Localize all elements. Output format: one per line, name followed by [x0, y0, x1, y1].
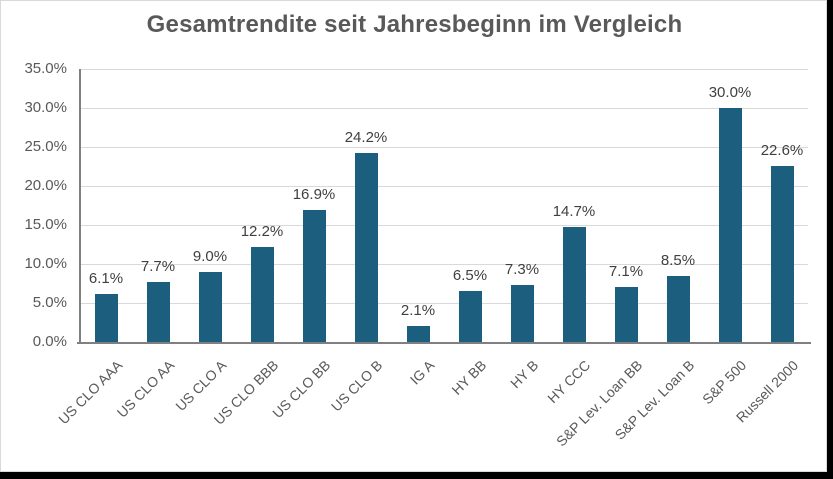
bar [94, 294, 118, 342]
x-axis-line [77, 342, 811, 344]
y-axis-tick-label: 5.0% [32, 294, 67, 311]
bar-value-label: 6.1% [88, 270, 124, 287]
chart-frame: Gesamtrendite seit Jahresbeginn im Vergl… [0, 0, 827, 472]
bar [562, 227, 586, 342]
chart-title: Gesamtrendite seit Jahresbeginn im Vergl… [146, 11, 683, 38]
gridline [80, 264, 808, 265]
bar-value-label: 2.1% [400, 302, 436, 319]
y-axis-tick-label: 10.0% [24, 255, 67, 272]
bar-value-label: 7.3% [504, 261, 540, 278]
bar-value-label: 9.0% [192, 248, 228, 265]
bar [250, 247, 274, 342]
bar [510, 285, 534, 342]
bar-value-label: 6.5% [452, 267, 488, 284]
bar [718, 108, 742, 342]
y-axis-tick-label: 30.0% [24, 99, 67, 116]
bar [198, 272, 222, 342]
bar [770, 166, 794, 342]
y-axis-tick-label: 35.0% [24, 60, 67, 77]
bar-value-label: 7.7% [140, 258, 176, 275]
gridline [80, 225, 808, 226]
y-axis-tick-label: 20.0% [24, 177, 67, 194]
bar-value-label: 8.5% [660, 252, 696, 269]
bar [302, 210, 326, 342]
bar [406, 326, 430, 342]
gridline [80, 108, 808, 109]
bar-value-label: 22.6% [760, 142, 804, 159]
gridline [80, 303, 808, 304]
gridline [80, 186, 808, 187]
bar-value-label: 30.0% [708, 84, 752, 101]
bar [146, 282, 170, 342]
bar-value-label: 7.1% [608, 263, 644, 280]
y-axis-line [79, 69, 81, 344]
bar-value-label: 14.7% [552, 203, 596, 220]
bar [614, 287, 638, 342]
bar [666, 276, 690, 342]
bar-value-label: 12.2% [240, 223, 284, 240]
gridline [80, 69, 808, 70]
y-axis-tick-label: 0.0% [32, 333, 67, 350]
y-axis-tick-label: 15.0% [24, 216, 67, 233]
gridline [80, 147, 808, 148]
bar-value-label: 16.9% [292, 186, 336, 203]
y-axis-tick-label: 25.0% [24, 138, 67, 155]
bar [458, 291, 482, 342]
bar-value-label: 24.2% [344, 129, 388, 146]
bar [354, 153, 378, 342]
